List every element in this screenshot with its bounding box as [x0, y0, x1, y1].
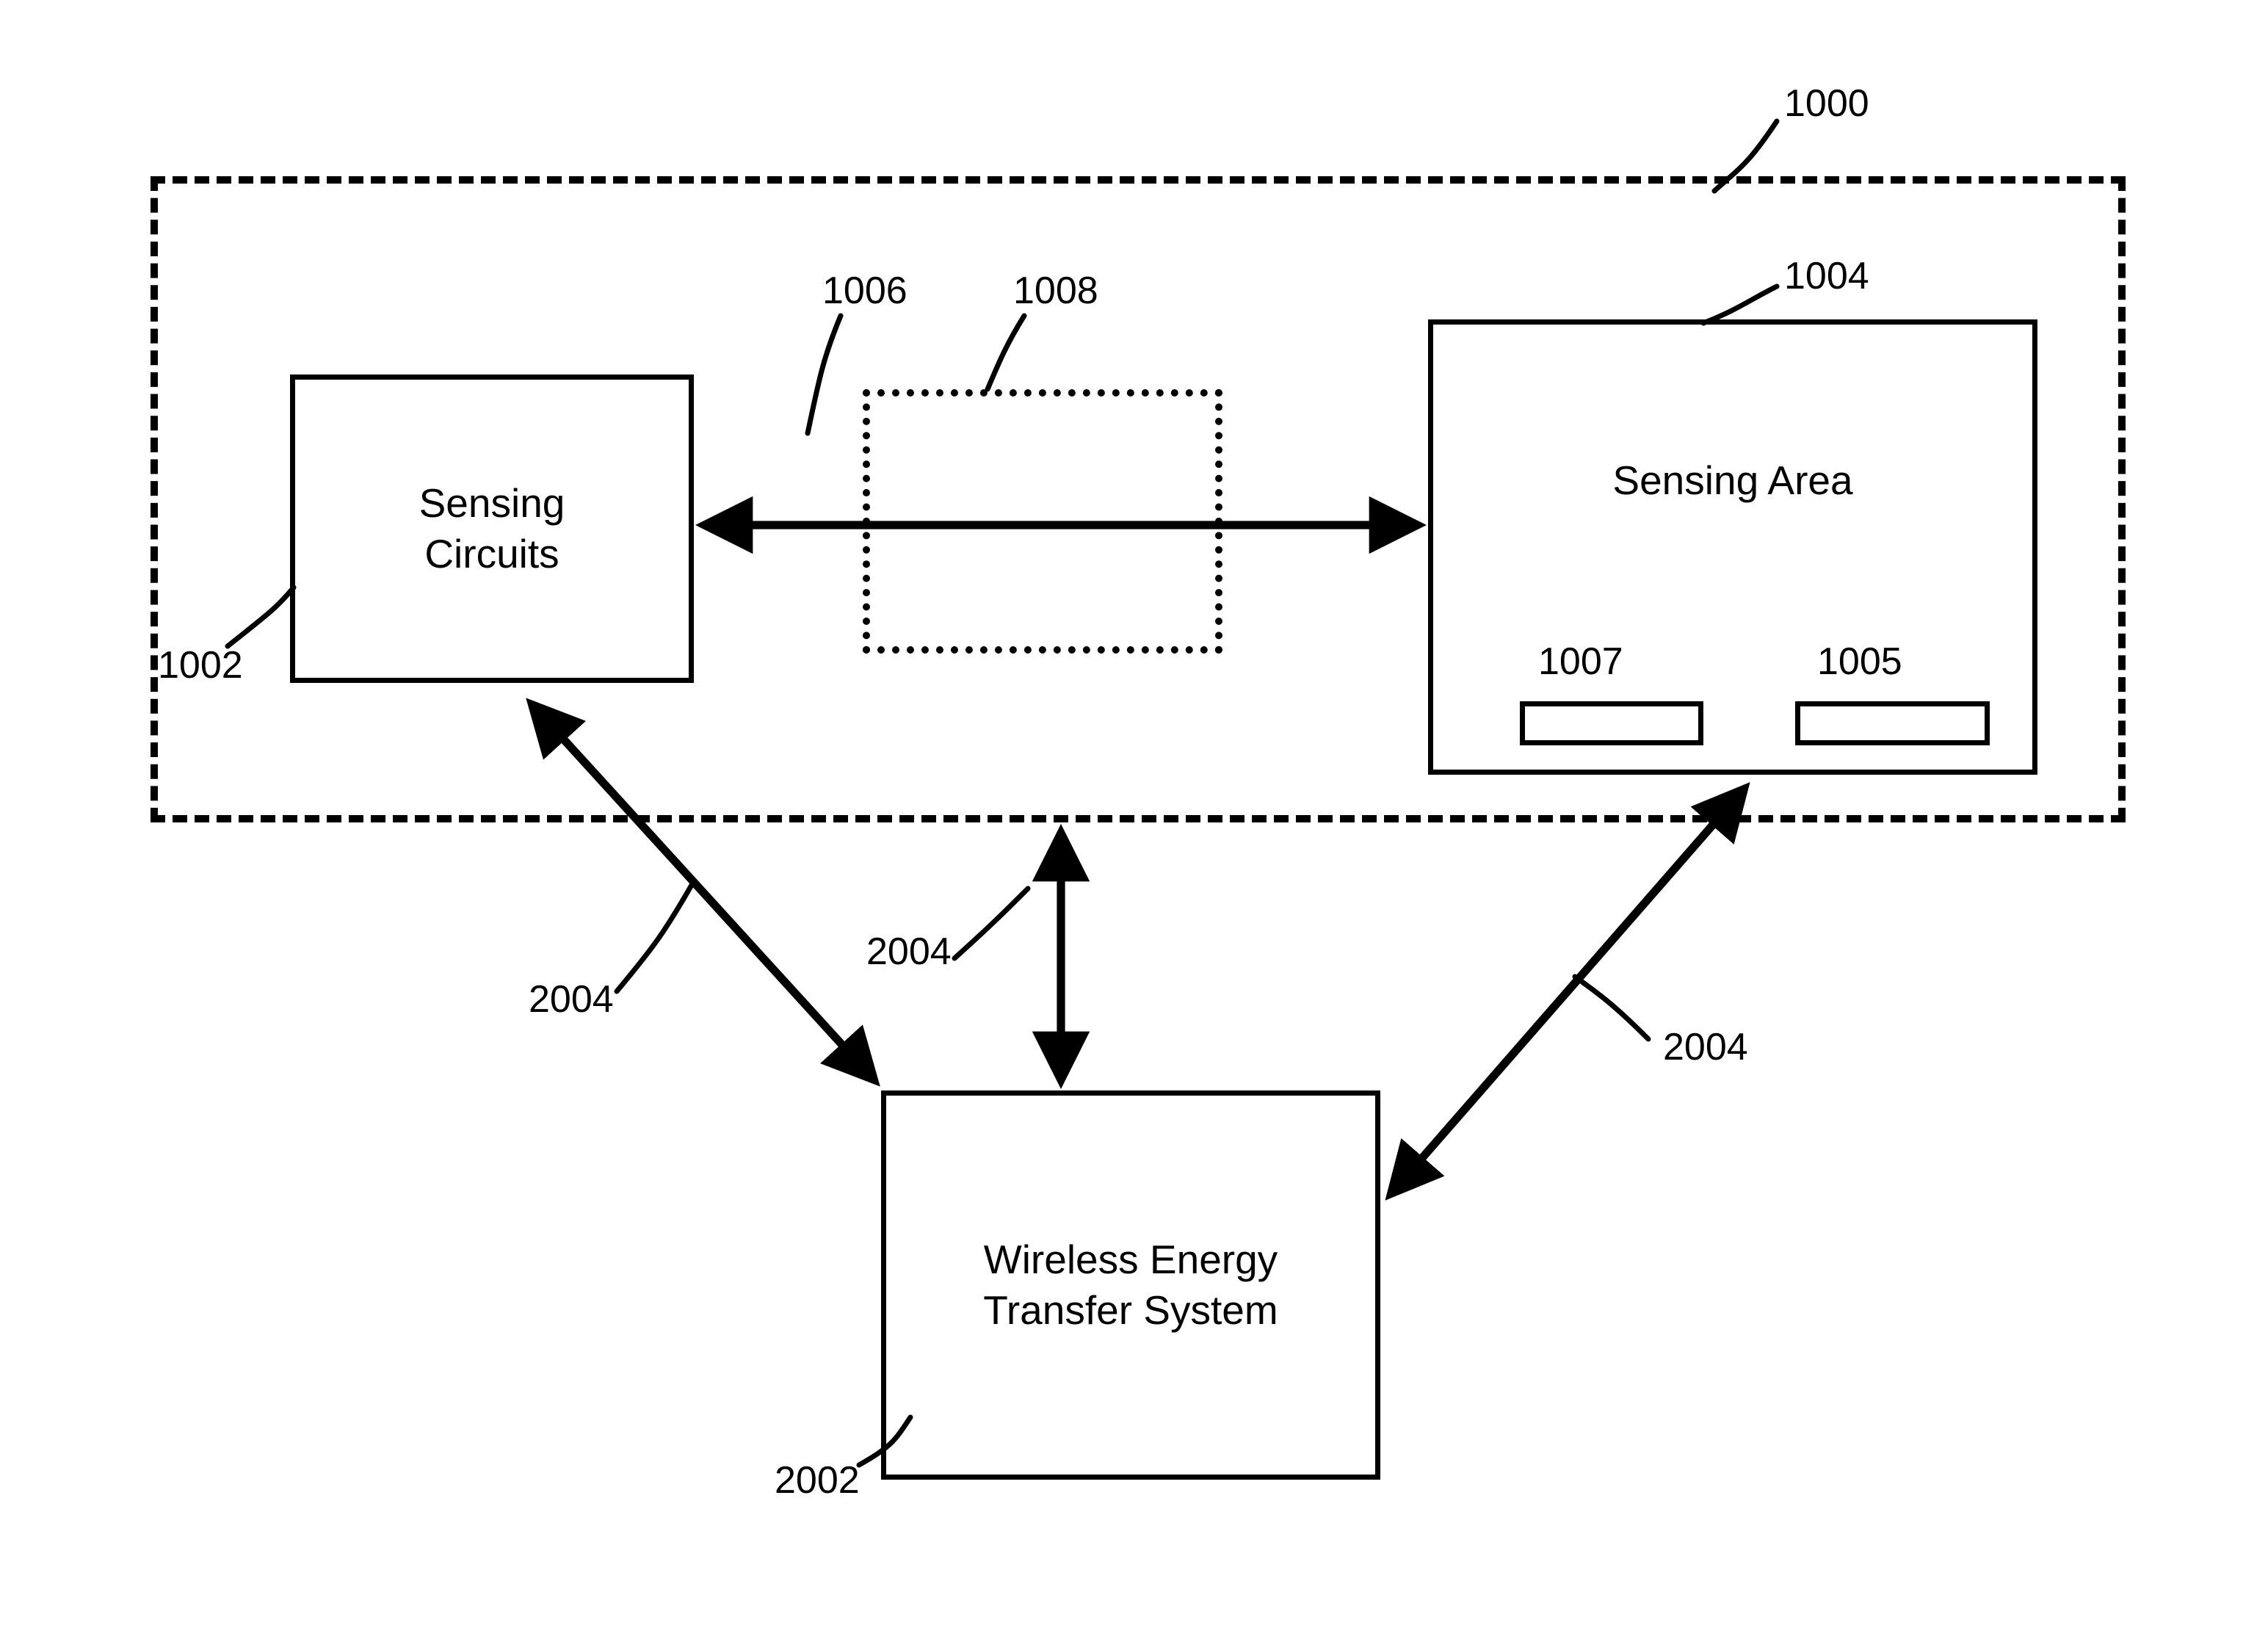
sensing-area-label: Sensing Area: [1428, 455, 2037, 506]
lead-2004-left: [617, 881, 694, 991]
ref-1004: 1004: [1784, 257, 1869, 295]
diagram-stage: SensingCircuits Sensing Area Wireless En…: [0, 0, 2268, 1628]
ref-1006: 1006: [822, 272, 907, 310]
ref-2004-right: 2004: [1663, 1028, 1748, 1066]
sensing-circuits-label: SensingCircuits: [290, 478, 694, 579]
middle-block-box: [863, 389, 1222, 654]
sub-1007-box: [1520, 701, 1703, 745]
lead-2004-mid: [954, 889, 1028, 958]
ref-1005: 1005: [1817, 643, 1902, 681]
arrow-2004-right: [1391, 789, 1744, 1193]
lead-2004-right: [1575, 977, 1648, 1039]
ref-1007: 1007: [1538, 643, 1623, 681]
ref-1000: 1000: [1784, 84, 1869, 123]
ref-2004-left: 2004: [529, 980, 614, 1019]
ref-1002: 1002: [158, 646, 243, 684]
ref-2004-mid: 2004: [866, 933, 952, 971]
sub-1005-box: [1795, 701, 1990, 745]
ref-2002: 2002: [775, 1461, 860, 1499]
ref-1008: 1008: [1013, 272, 1098, 310]
wet-system-label: Wireless EnergyTransfer System: [881, 1234, 1380, 1336]
